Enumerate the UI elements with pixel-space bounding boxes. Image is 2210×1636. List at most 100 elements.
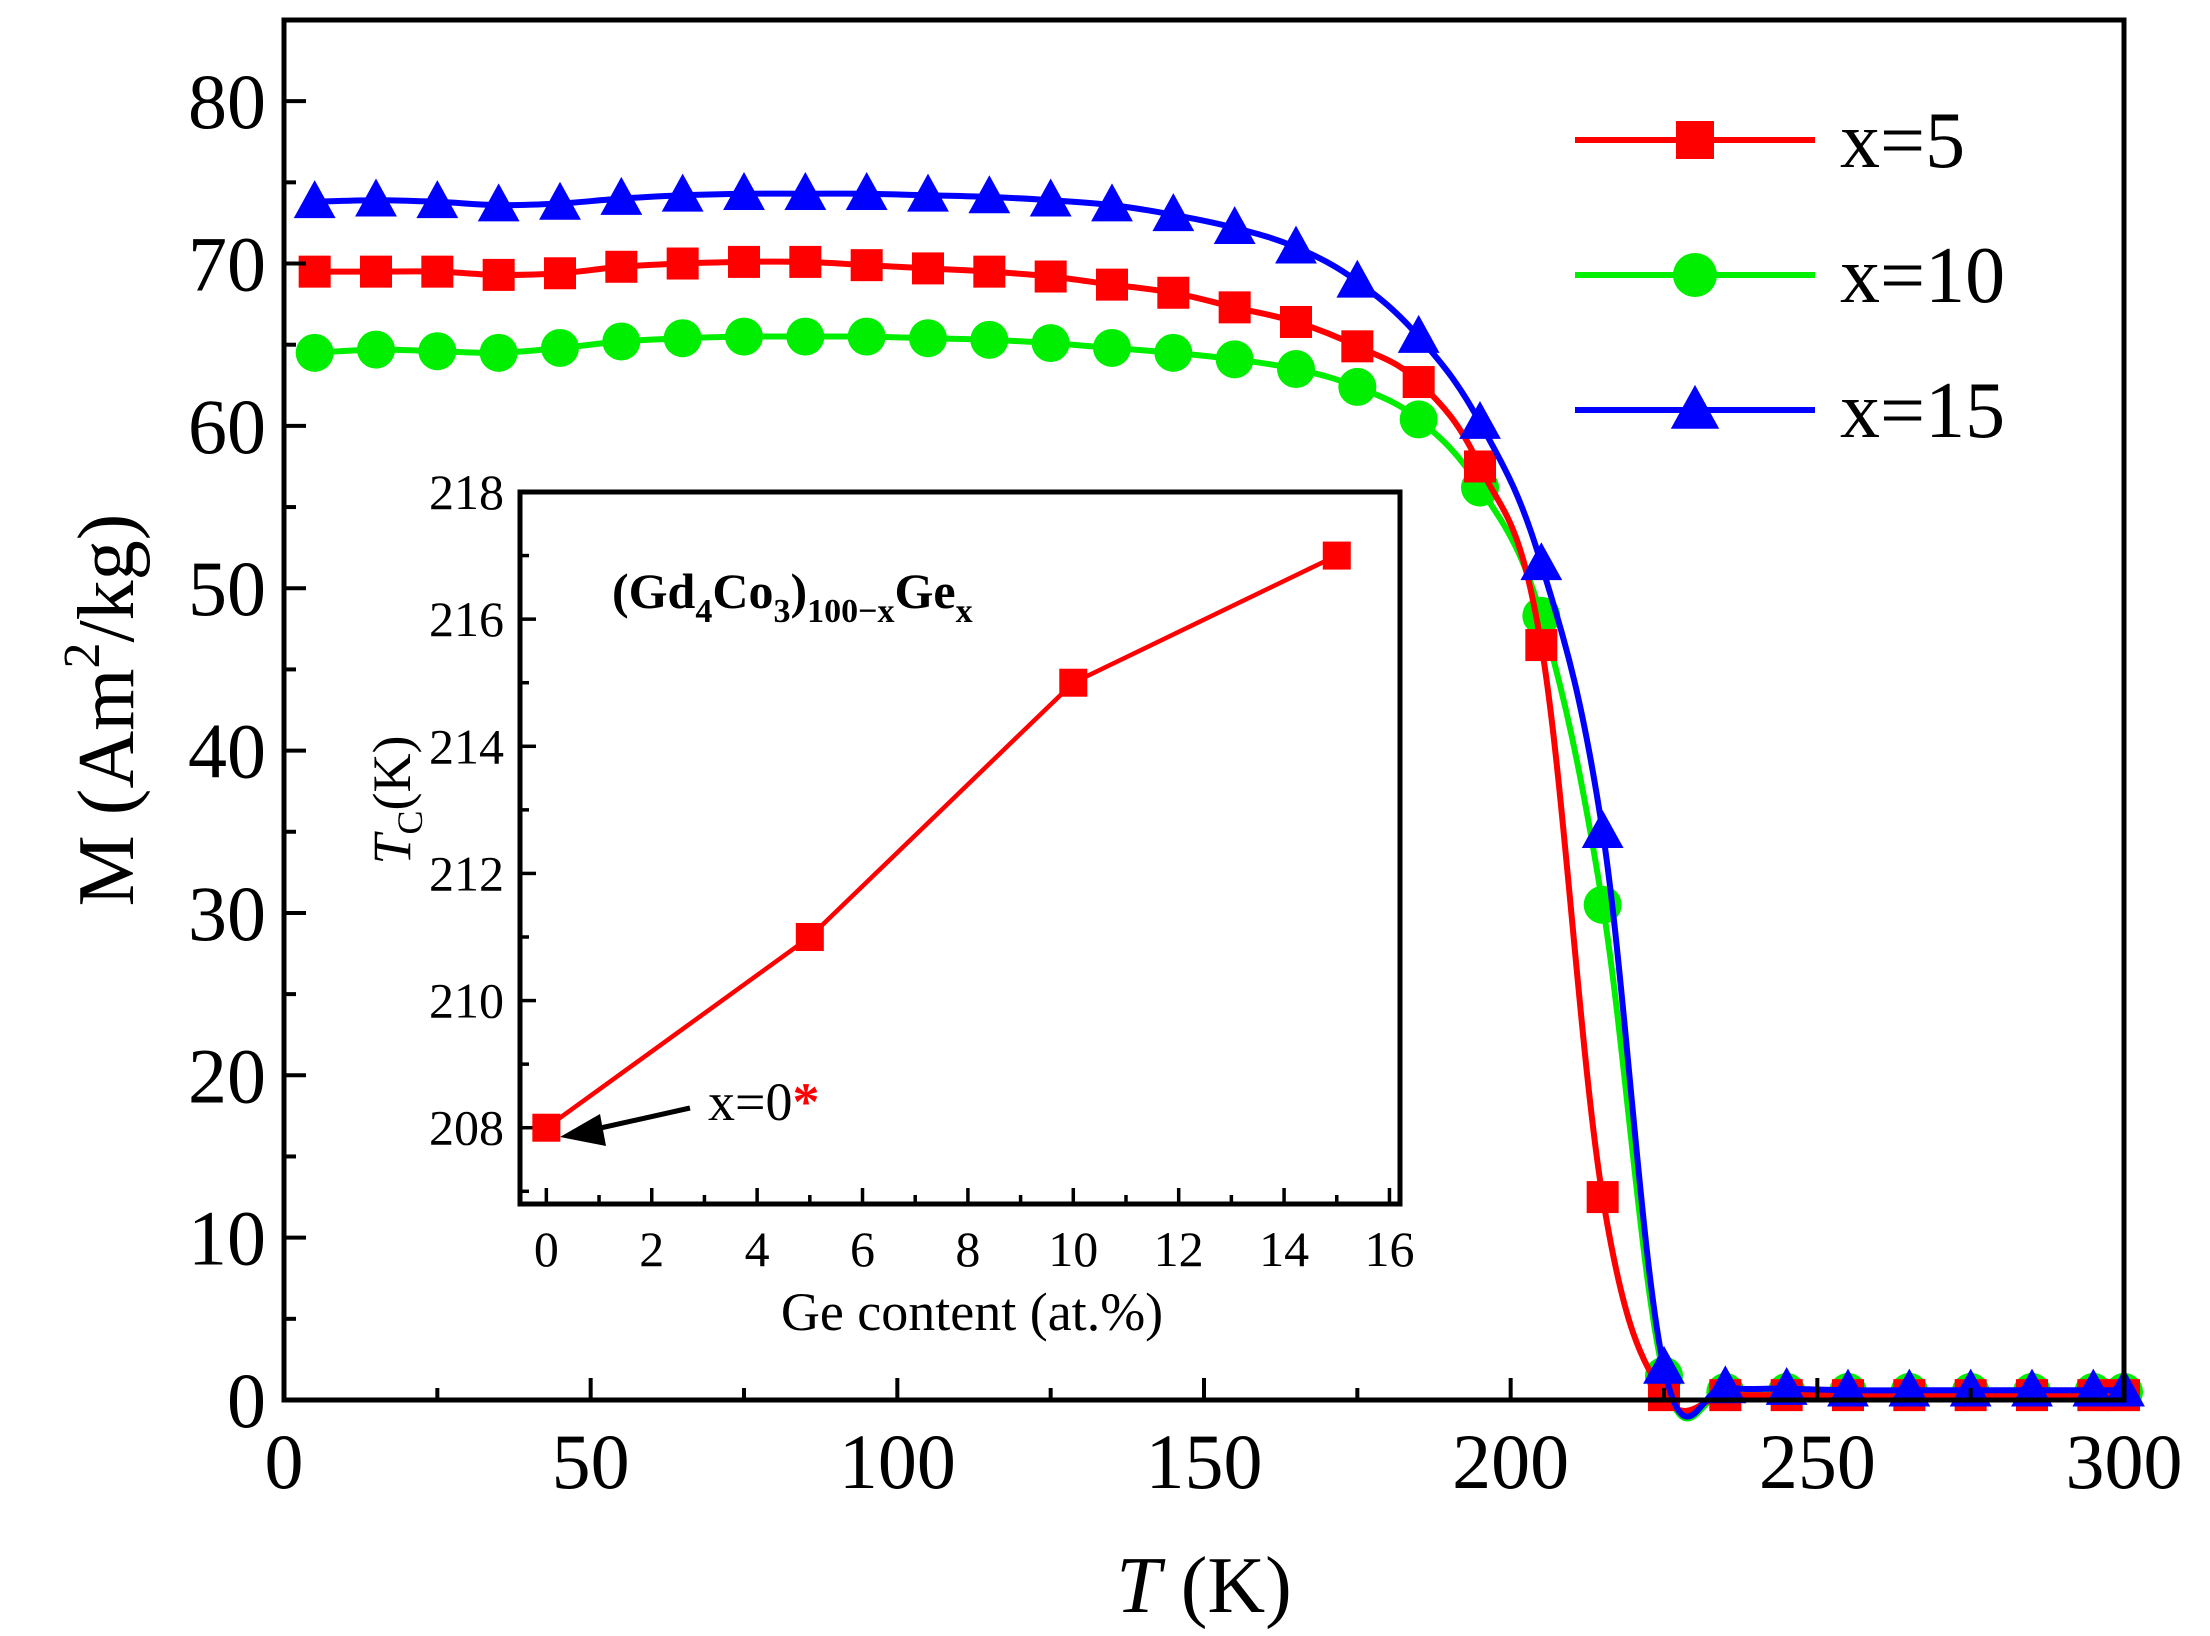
data-point <box>1643 1345 1685 1384</box>
inset-data-point <box>795 923 824 951</box>
data-point <box>1091 183 1133 222</box>
data-point <box>1218 291 1251 324</box>
inset-x-tick-label: 16 <box>1364 1221 1414 1277</box>
inset-x-tick-label: 6 <box>850 1221 875 1277</box>
inset-x-tick-label: 10 <box>1048 1221 1098 1277</box>
data-point <box>973 255 1006 288</box>
data-point <box>786 317 825 356</box>
annotation-label: x=0* <box>708 1072 819 1132</box>
data-point <box>1275 225 1317 264</box>
main-y-tick-label: 30 <box>188 870 266 957</box>
data-point <box>1277 350 1315 389</box>
inset-background <box>520 492 1400 1204</box>
data-point <box>1464 450 1496 483</box>
data-point <box>1765 1366 1808 1405</box>
data-point <box>477 183 520 222</box>
legend-marker <box>1676 121 1714 159</box>
data-point <box>1888 1368 1931 1407</box>
data-point <box>295 333 334 372</box>
main-x-tick-label: 100 <box>839 1418 956 1505</box>
main-y-tick-label: 40 <box>188 708 266 795</box>
data-point <box>1949 1368 1992 1407</box>
data-point <box>1215 340 1254 379</box>
data-point <box>1213 206 1256 245</box>
main-y-tick-label: 0 <box>227 1357 266 1444</box>
annotation-arrow-head <box>560 1114 606 1146</box>
data-point <box>1096 268 1128 301</box>
data-point <box>728 245 760 278</box>
data-point <box>2011 1368 2053 1407</box>
inset-x-tick-label: 14 <box>1259 1221 1309 1277</box>
data-point <box>355 178 397 217</box>
data-point <box>539 181 581 220</box>
main-ticks-layer <box>282 99 2126 1402</box>
data-point <box>666 247 699 280</box>
data-point <box>2072 1368 2115 1407</box>
inset-y-tick-label: 210 <box>429 973 504 1029</box>
data-point <box>1034 260 1067 293</box>
inset-x-tick-label: 8 <box>955 1221 980 1277</box>
inset-y-tick-label: 216 <box>429 591 504 647</box>
data-point <box>293 180 336 219</box>
inset-data-point <box>1059 668 1088 697</box>
inset-y-tick-label: 212 <box>429 845 504 901</box>
inset-y-tick-label: 214 <box>429 718 504 774</box>
inset-x-tick-label: 4 <box>745 1221 770 1277</box>
main-x-axis-title: T (K) <box>1116 1542 1292 1630</box>
data-point <box>544 257 576 290</box>
data-point <box>663 319 702 358</box>
main-y-axis-title: M (Am2/kg) <box>54 514 151 907</box>
data-point <box>1338 367 1377 406</box>
data-point <box>970 320 1009 359</box>
data-point <box>600 176 643 215</box>
data-point <box>1827 1368 1869 1407</box>
legend: x=5 x=10 x=15 <box>1575 97 2005 455</box>
legend-marker <box>1673 253 1717 297</box>
data-point <box>909 319 947 358</box>
data-point <box>725 317 763 356</box>
data-point <box>850 249 883 282</box>
inset-y-tick-label: 208 <box>429 1100 504 1156</box>
legend-marker <box>1670 384 1720 429</box>
data-point <box>1581 810 1624 849</box>
inset-data-point <box>532 1113 561 1142</box>
data-point <box>1459 400 1501 439</box>
data-point <box>789 245 822 278</box>
inset-x-tick-label: 2 <box>639 1221 664 1277</box>
inset-y-tick-label: 218 <box>429 464 504 520</box>
data-point <box>357 330 395 369</box>
data-point <box>968 175 1011 214</box>
legend-label: x=5 <box>1840 97 1965 185</box>
inset-series-layer <box>532 541 1351 1142</box>
data-point <box>482 258 515 291</box>
data-point <box>661 173 704 212</box>
inset-series-line <box>545 553 1338 1130</box>
data-point <box>912 252 944 285</box>
data-point <box>1154 333 1193 372</box>
data-point <box>1093 328 1131 367</box>
inset-plot: 0 2 4 6 8 10 12 14 16 208 210 212 214 216 218 (Gd4Co3)… <box>362 464 1414 1342</box>
data-point <box>421 255 454 288</box>
inset-y-axis-title: TC(K) <box>362 735 430 864</box>
main-y-tick-label: 60 <box>188 383 266 470</box>
main-y-tick-label: 50 <box>188 545 266 632</box>
data-point <box>1031 324 1070 363</box>
data-point <box>479 333 518 372</box>
data-point <box>907 173 949 212</box>
data-point <box>1525 629 1558 662</box>
data-point <box>1152 193 1195 232</box>
data-point <box>605 250 638 283</box>
data-point <box>1397 314 1440 353</box>
main-series-layer <box>293 172 2145 1422</box>
inset-ticks-layer <box>520 490 1392 1204</box>
data-point <box>1399 400 1438 439</box>
main-x-tick-label: 150 <box>1146 1418 1263 1505</box>
data-point <box>1402 366 1435 399</box>
data-point <box>360 255 392 288</box>
data-point <box>1341 330 1374 363</box>
data-point <box>418 332 457 371</box>
data-point <box>541 328 579 367</box>
